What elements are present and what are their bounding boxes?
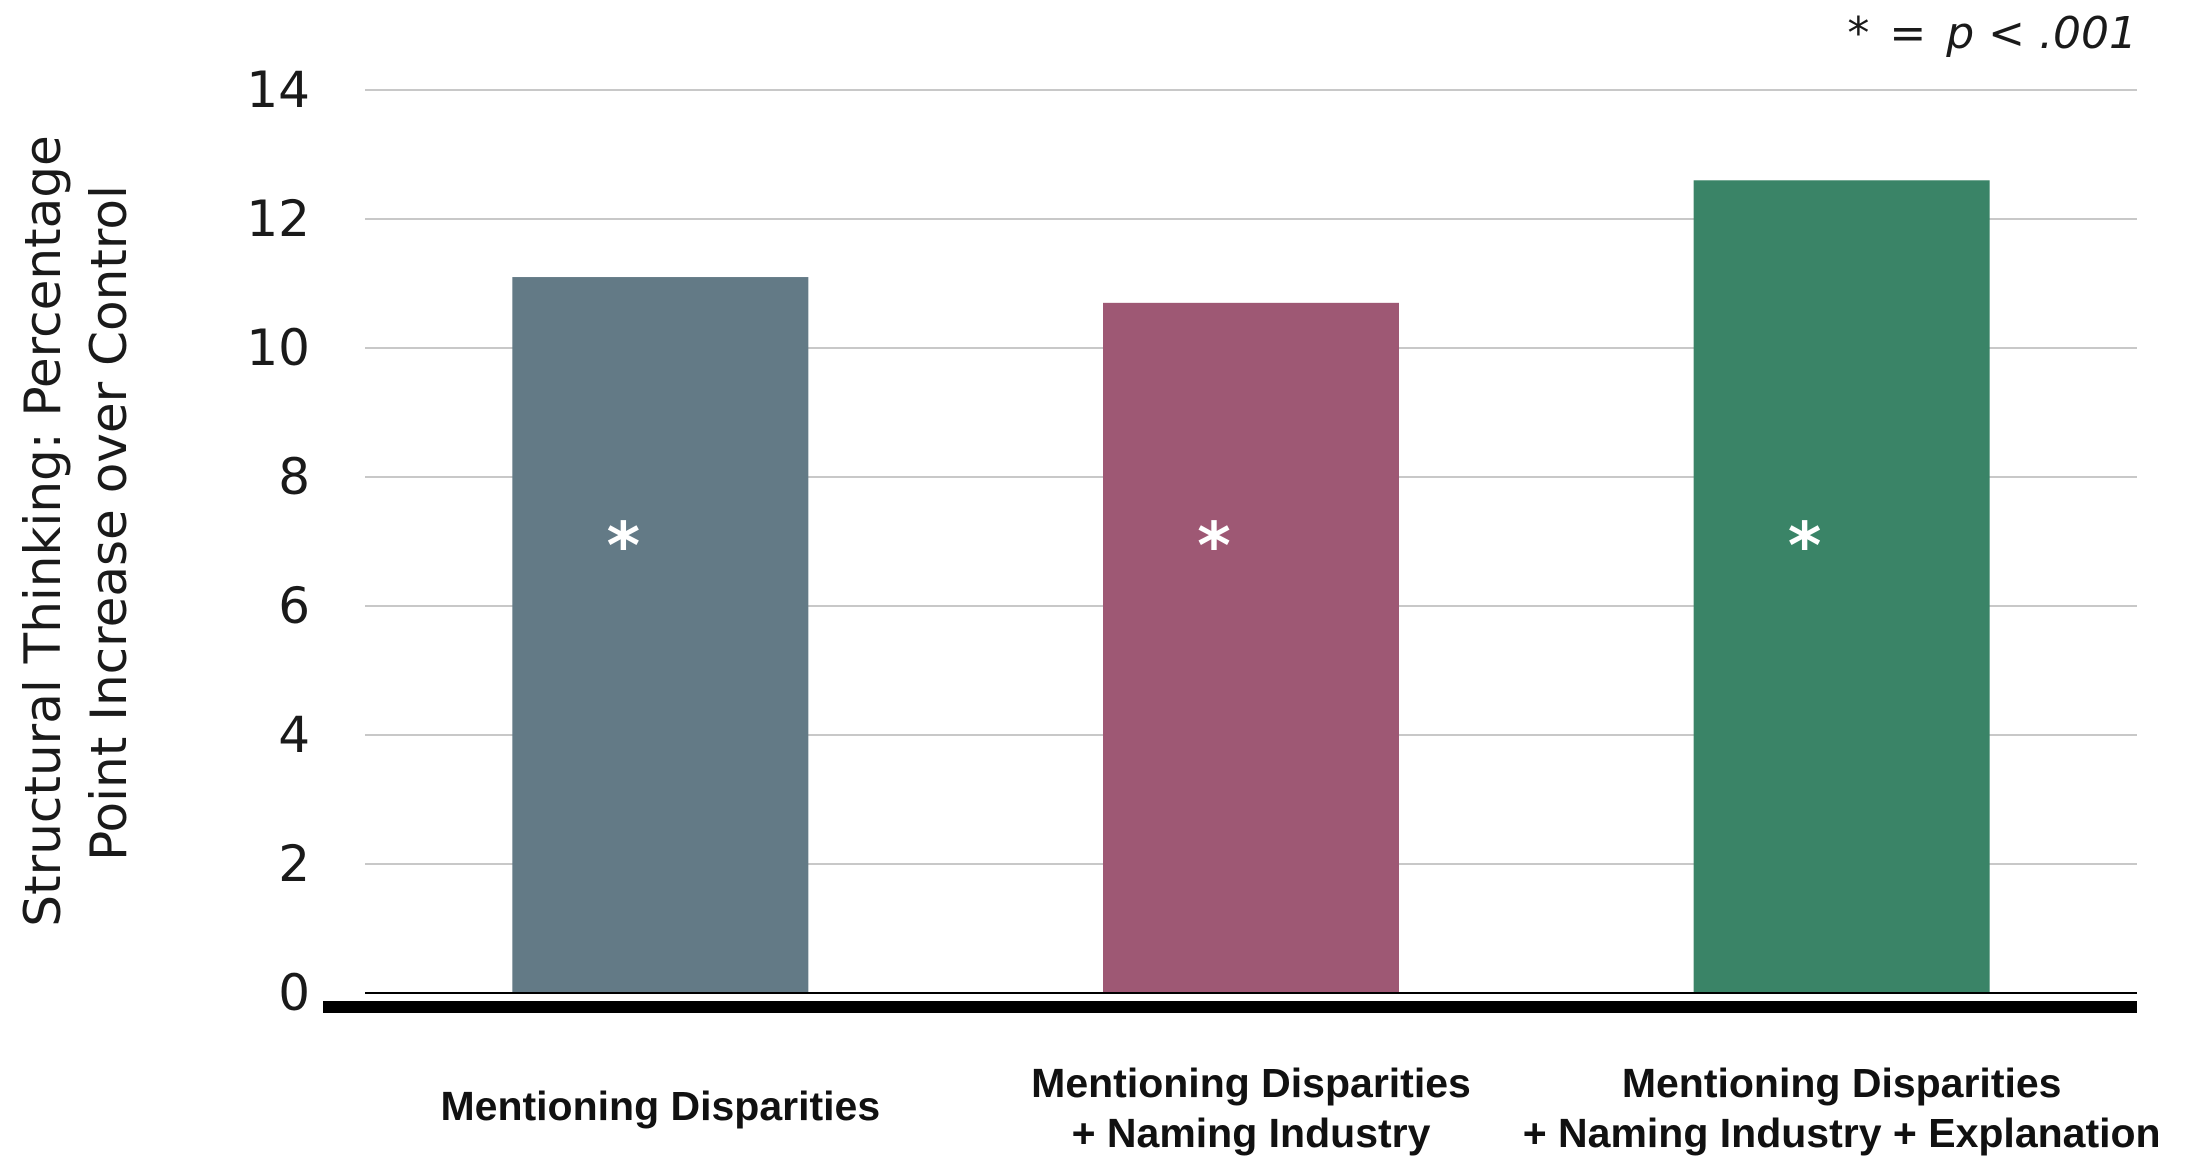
category-label-3-line-2: + Naming Industry + Explanation: [1523, 1110, 2161, 1156]
bar-1: [512, 277, 809, 993]
y-axis-label: Structural Thinking: Percentage Point In…: [14, 119, 138, 926]
category-label-1-line-1: Mentioning Disparities: [441, 1083, 881, 1129]
significance-note-star: *: [1847, 8, 1869, 59]
y-tick-label: 14: [246, 61, 310, 119]
bar-2: [1103, 302, 1399, 994]
y-tick-label: 10: [246, 319, 310, 377]
y-tick-label: 12: [246, 190, 310, 248]
significance-markers: * * *: [607, 510, 1822, 584]
y-tick-label: 8: [278, 448, 310, 506]
significance-note-equals: =: [1889, 8, 1926, 59]
y-axis-ticks: 0 2 4 6 8 10 12 14: [246, 61, 310, 1022]
significance-note: * = p < .001: [1847, 8, 2137, 59]
category-label-2-line-1: Mentioning Disparities: [1031, 1060, 1471, 1106]
bar-3: [1693, 180, 1990, 994]
y-axis-label-line-2: Point Increase over Control: [80, 185, 138, 861]
y-tick-label: 2: [278, 835, 310, 893]
significance-star-2: *: [1197, 510, 1230, 584]
y-tick-label: 4: [278, 706, 310, 764]
y-axis-label-line-1: Structural Thinking: Percentage: [14, 135, 72, 926]
bars: [512, 180, 1990, 994]
significance-star-3: *: [1788, 510, 1821, 584]
y-tick-label: 6: [278, 577, 310, 635]
significance-note-threshold: < .001: [1988, 8, 2137, 59]
category-labels: Mentioning Disparities Mentioning Dispari…: [441, 1060, 2161, 1156]
category-label-2-line-2: + Naming Industry: [1072, 1110, 1431, 1156]
y-tick-label: 0: [278, 964, 310, 1022]
category-label-3-line-1: Mentioning Disparities: [1622, 1060, 2062, 1106]
significance-star-1: *: [607, 510, 640, 584]
significance-note-p: p: [1945, 8, 1974, 59]
